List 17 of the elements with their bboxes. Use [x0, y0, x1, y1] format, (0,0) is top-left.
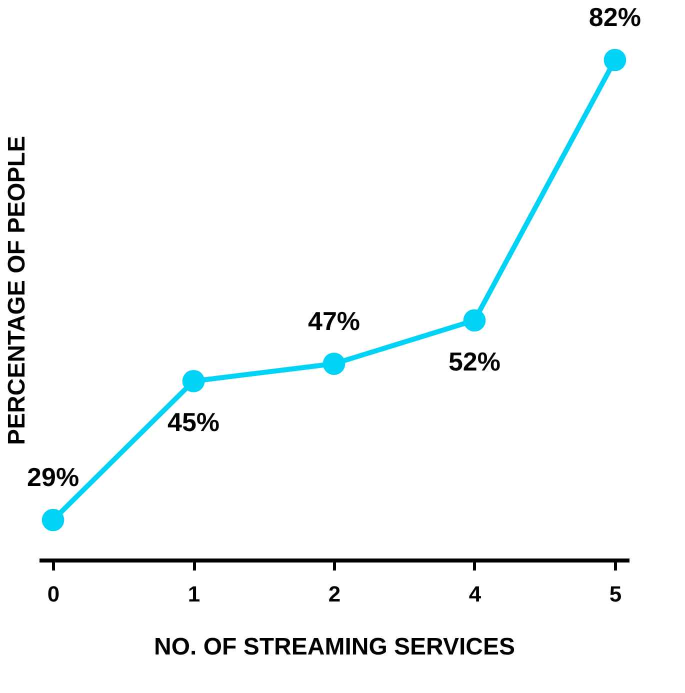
y-axis-title: PERCENTAGE OF PEOPLE	[4, 136, 30, 445]
point	[604, 48, 626, 72]
x-tick-label: 0	[47, 582, 60, 606]
point	[322, 352, 346, 375]
x-axis-title: NO. OF STREAMING SERVICES	[154, 634, 515, 660]
x-tick-label: 2	[328, 582, 341, 606]
x-tick-label: 4	[468, 582, 482, 606]
data-label: 45%	[168, 407, 220, 438]
x-tick-label: 1	[188, 582, 200, 606]
point	[182, 370, 205, 392]
data-label: 52%	[448, 346, 500, 376]
data-label: 29%	[27, 462, 80, 492]
point	[463, 309, 486, 332]
x-tick-label: 5	[609, 582, 622, 606]
data-label: 47%	[308, 306, 360, 336]
point	[42, 508, 64, 532]
data-label: 82%	[588, 2, 641, 32]
